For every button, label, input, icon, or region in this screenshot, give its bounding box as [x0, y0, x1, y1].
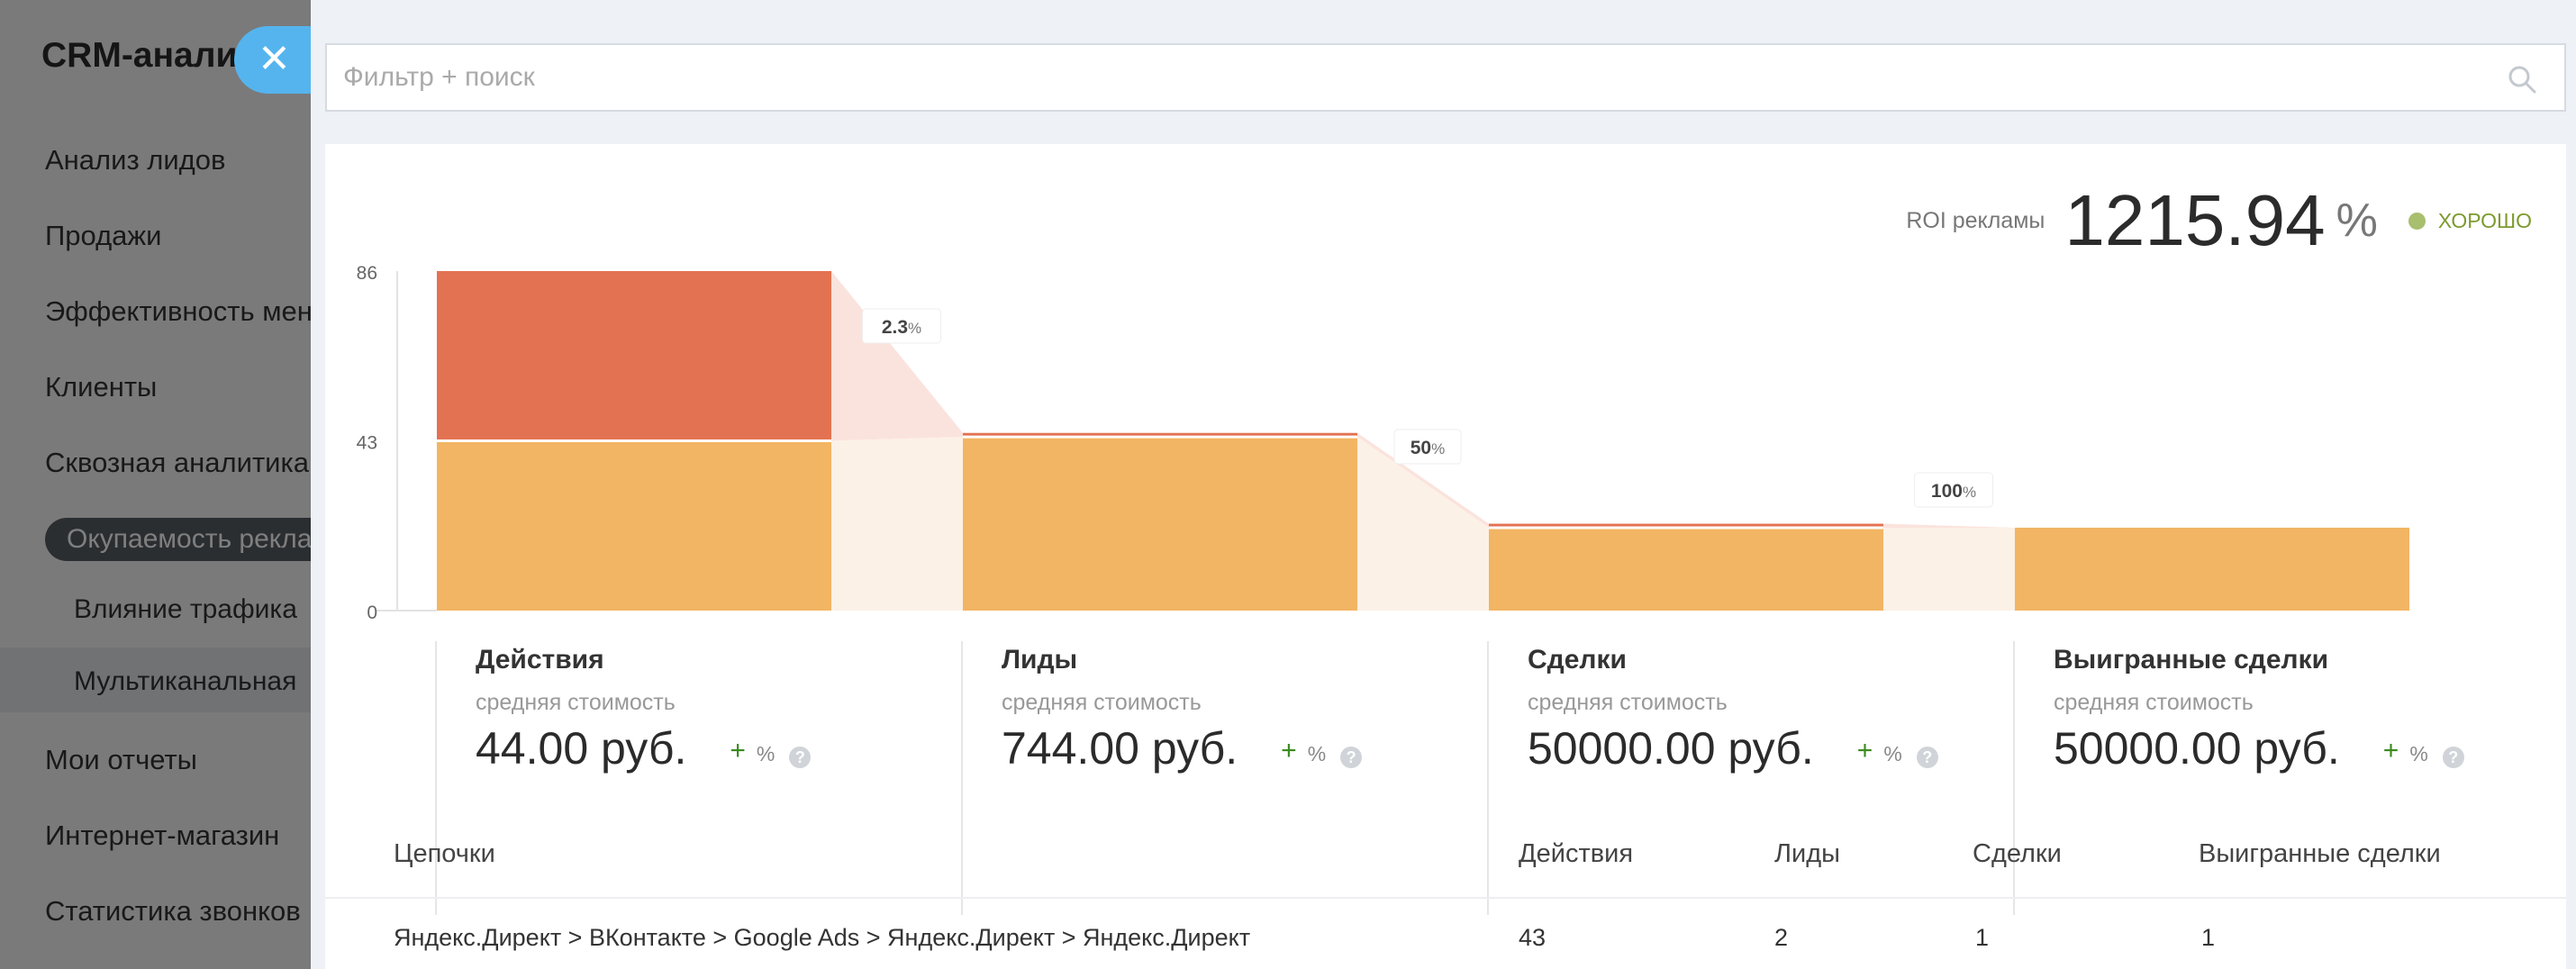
funnel-connector-bottom [831, 437, 963, 611]
stage-cost: 50000.00 руб. [1528, 723, 1814, 774]
stage-change-percent: % [1307, 742, 1327, 765]
help-icon[interactable]: ? [789, 747, 812, 768]
roi-label: ROI рекламы [1906, 207, 2045, 233]
column-header-won-deals[interactable]: Выигранные сделки [2199, 839, 2441, 868]
stage-subtitle: средняя стоимость [476, 690, 676, 715]
stage-change-plus: + [1281, 736, 1297, 765]
close-icon: ✕ [258, 37, 291, 81]
bar-segment-top [963, 432, 1357, 438]
stage-change-plus: + [2382, 736, 2399, 765]
help-icon[interactable]: ? [1916, 747, 1938, 768]
search-bar [325, 43, 2566, 112]
conversion-label: 100% [1931, 481, 1976, 502]
report-panel: ROI рекламы 1215.94 % ХОРОШО 86 43 0 2.3% 50… [311, 0, 2576, 969]
funnel-connector-top [1357, 432, 1489, 528]
y-tick-label: 0 [367, 602, 377, 623]
bar-segment-top [437, 271, 831, 441]
roi-status-badge: ХОРОШО [2437, 208, 2532, 232]
stage-deals: Сделки средняя стоимость 50000.00 руб. +… [1487, 641, 1938, 915]
conversion-label-box [1393, 429, 1462, 465]
stage-change-percent: % [1883, 742, 1902, 765]
bar-segment-bottom [437, 440, 831, 611]
conversion-label: 50% [1410, 438, 1445, 458]
bar-segment-bottom [2015, 527, 2409, 611]
column-header-leads[interactable]: Лиды [1774, 839, 1840, 868]
conversion-label: 2.3% [882, 317, 921, 338]
stage-name: Сделки [1528, 645, 1627, 675]
chain-cell: Яндекс.Директ > ВКонтакте > Google Ads >… [394, 924, 1251, 951]
stage-leads: Лиды средняя стоимость 744.00 руб. + % ? [961, 641, 1363, 915]
funnel-chart: 86 43 0 2.3% 50% 100% [357, 263, 2409, 623]
stage-cost: 50000.00 руб. [2054, 723, 2340, 774]
search-icon[interactable] [2507, 64, 2537, 95]
search-input[interactable] [343, 54, 2487, 101]
column-header-chains[interactable]: Цепочки [394, 839, 495, 868]
stage-name: Выигранные сделки [2054, 645, 2329, 675]
stage-change-percent: % [756, 742, 776, 765]
modal-overlay[interactable] [0, 0, 311, 969]
stage-subtitle: средняя стоимость [2054, 690, 2254, 715]
table-row[interactable]: Яндекс.Директ > ВКонтакте > Google Ads >… [325, 899, 2566, 969]
bar-segment-bottom [1489, 527, 1883, 611]
stage-change-percent: % [2409, 742, 2428, 765]
conversion-label-box [862, 308, 941, 344]
roi-unit: % [2336, 195, 2378, 247]
actions-cell: 43 [1519, 924, 1547, 951]
stage-won-deals: Выигранные сделки средняя стоимость 5000… [2013, 641, 2464, 915]
table-header: Цепочки Действия Лиды Сделки Выигранные … [325, 809, 2566, 899]
column-header-deals[interactable]: Сделки [1973, 839, 2062, 868]
funnel-connector-bottom [1357, 437, 1489, 611]
stage-name: Действия [476, 645, 604, 675]
report-card: ROI рекламы 1215.94 % ХОРОШО 86 43 0 2.3% 50… [325, 144, 2566, 969]
y-tick-label: 86 [357, 263, 377, 284]
stage-cost: 744.00 руб. [1002, 723, 1238, 774]
stage-cost: 44.00 руб. [476, 723, 687, 774]
stage-subtitle: средняя стоимость [1528, 690, 1728, 715]
stage-subtitle: средняя стоимость [1002, 690, 1202, 715]
won-deals-cell: 1 [2201, 924, 2216, 951]
chains-table: Цепочки Действия Лиды Сделки Выигранные … [325, 809, 2566, 969]
status-dot-icon [2408, 212, 2426, 230]
funnel-connector-top [831, 271, 963, 441]
bar-segment-top [1489, 523, 1883, 528]
funnel-connector-top [1883, 523, 2015, 528]
deals-cell: 1 [1975, 924, 1990, 951]
conversion-label-box [1914, 472, 1993, 508]
help-icon[interactable]: ? [2442, 747, 2464, 768]
bar-segment-bottom [963, 437, 1357, 611]
funnel-connector-bottom [1883, 527, 2015, 611]
stage-change-plus: + [1856, 736, 1873, 765]
stage-actions: Действия средняя стоимость 44.00 руб. + … [435, 641, 812, 915]
y-tick-label: 43 [357, 433, 377, 454]
column-header-actions[interactable]: Действия [1519, 839, 1634, 868]
stage-change-plus: + [730, 736, 746, 765]
stage-name: Лиды [1002, 645, 1078, 675]
leads-cell: 2 [1774, 924, 1789, 951]
roi-value: 1215.94 [2064, 180, 2326, 260]
roi-block: ROI рекламы 1215.94 % ХОРОШО [1906, 180, 2532, 261]
help-icon[interactable]: ? [1340, 747, 1363, 768]
